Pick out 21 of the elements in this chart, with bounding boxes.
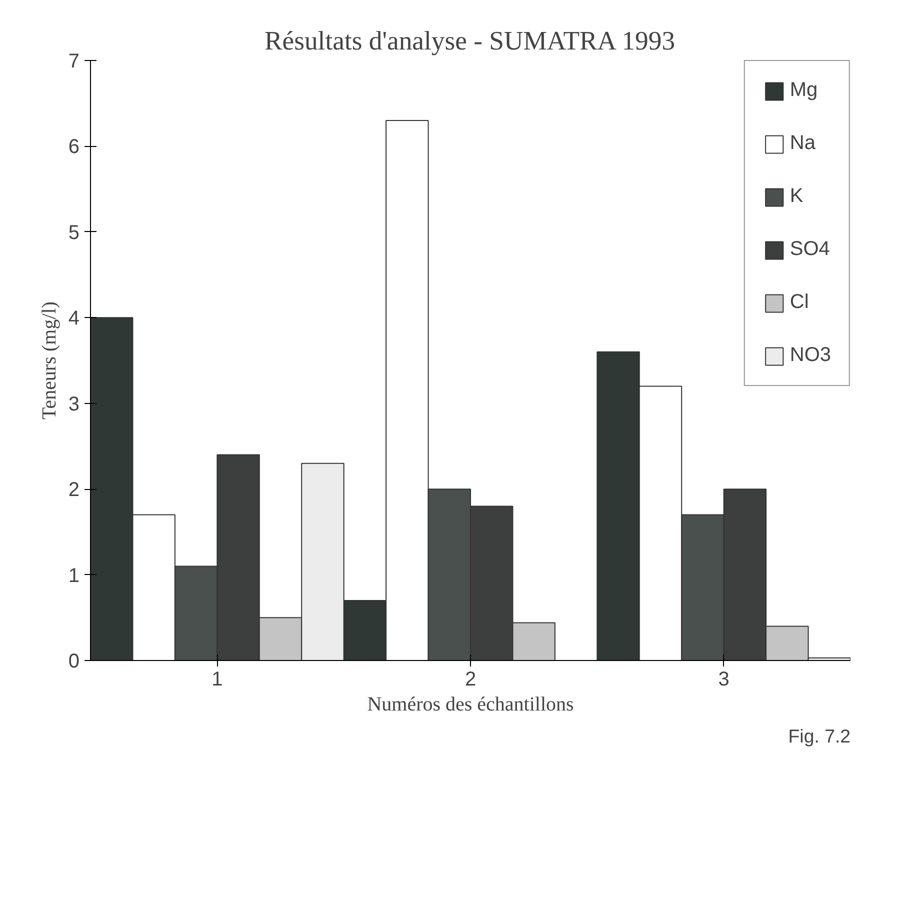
y-tick-label: 4 (68, 308, 80, 330)
legend-label: Cl (790, 291, 810, 314)
legend-label: SO4 (790, 238, 830, 261)
y-tick-label: 5 (68, 222, 80, 244)
chart-title: Résultats d'analyse - SUMATRA 1993 (264, 26, 676, 56)
legend-label: K (790, 185, 804, 208)
x-tick-label: 1 (212, 668, 223, 690)
legend-label: NO3 (790, 344, 831, 367)
x-tick-label: 3 (718, 668, 730, 690)
y-tick-label: 2 (68, 479, 80, 502)
x-axis-title: Numéros des échantillons (367, 694, 574, 716)
y-tick-label: 1 (68, 564, 80, 587)
y-tick-label: 3 (68, 393, 80, 416)
caption: Fig. 7.2 (788, 726, 850, 746)
y-tick-label: 0 (68, 650, 80, 672)
legend-label: Mg (790, 79, 818, 102)
legend-label: Na (790, 132, 816, 155)
y-axis-title: Teneurs (mg/l) (38, 301, 60, 420)
y-tick-label: 7 (68, 50, 80, 72)
x-tick-label: 2 (464, 668, 476, 690)
y-tick-label: 6 (68, 136, 80, 158)
